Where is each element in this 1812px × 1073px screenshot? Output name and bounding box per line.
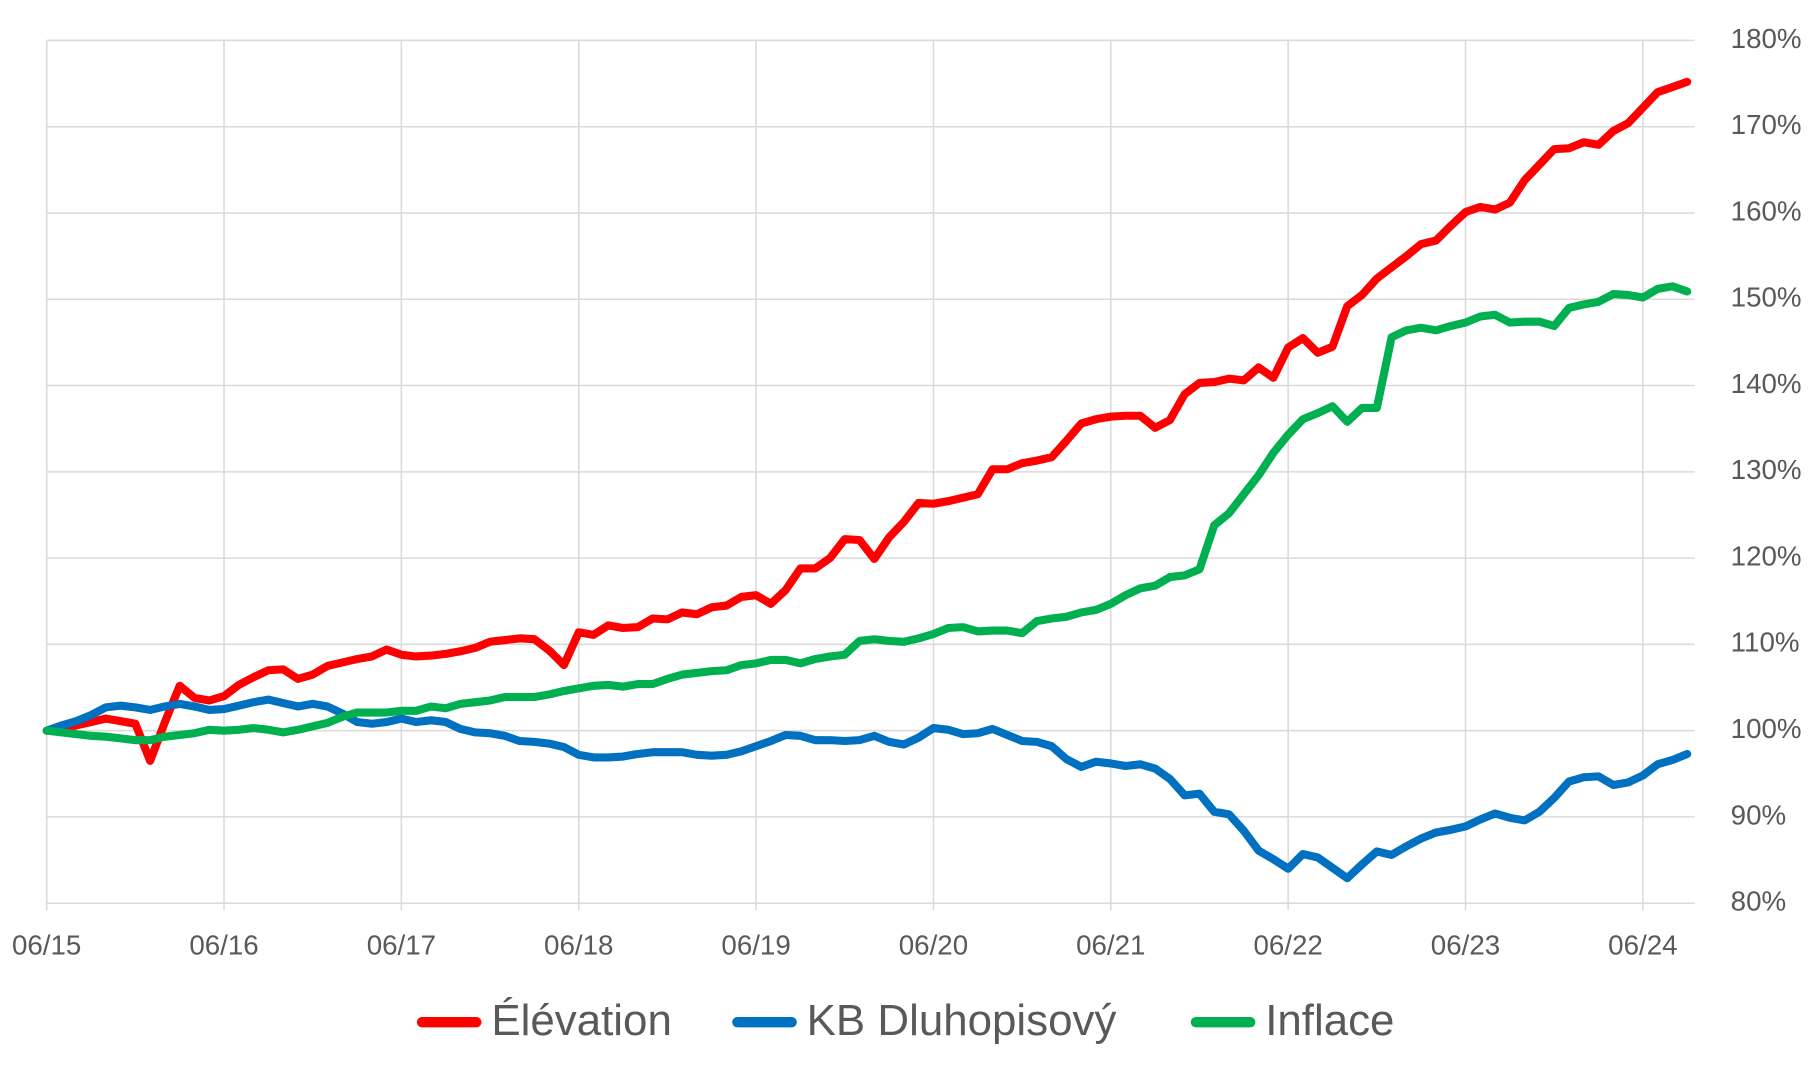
legend-label: Élévation <box>491 996 672 1045</box>
x-tick-label: 06/24 <box>1608 929 1677 960</box>
legend-label: Inflace <box>1265 996 1394 1045</box>
series-line <box>42 282 1692 745</box>
y-tick-label: 110% <box>1731 627 1800 658</box>
x-tick-label: 06/18 <box>544 929 613 960</box>
x-tick-label: 06/16 <box>189 929 258 960</box>
x-tick-label: 06/22 <box>1253 929 1322 960</box>
plot <box>42 77 1692 883</box>
y-tick-label: 130% <box>1731 454 1802 485</box>
y-tick-label: 120% <box>1731 540 1802 571</box>
y-tick-label: 150% <box>1731 282 1802 313</box>
y-tick-label: 100% <box>1731 713 1802 744</box>
x-tick-label: 06/23 <box>1431 929 1500 960</box>
y-tick-label: 80% <box>1731 886 1786 917</box>
x-tick-label: 06/17 <box>367 929 436 960</box>
x-tick-label: 06/15 <box>12 929 81 960</box>
legend-label: KB Dluhopisový <box>807 996 1117 1045</box>
grid: 80% 90% 100% 110% 120% 130% 140% 150% 160% 170% 18… <box>12 23 1802 961</box>
y-tick-label: 170% <box>1731 109 1802 140</box>
x-tick-label: 06/21 <box>1076 929 1145 960</box>
y-tick-label: 160% <box>1731 195 1802 226</box>
series-line <box>42 77 1692 765</box>
y-tick-label: 140% <box>1731 368 1802 399</box>
series-line <box>42 695 1692 883</box>
x-tick-label: 06/20 <box>899 929 968 960</box>
y-tick-label: 180% <box>1731 23 1802 54</box>
x-tick-label: 06/19 <box>721 929 790 960</box>
y-tick-label: 90% <box>1731 799 1786 830</box>
legend: Élévation KB Dluhopisový Inflace <box>416 996 1394 1045</box>
